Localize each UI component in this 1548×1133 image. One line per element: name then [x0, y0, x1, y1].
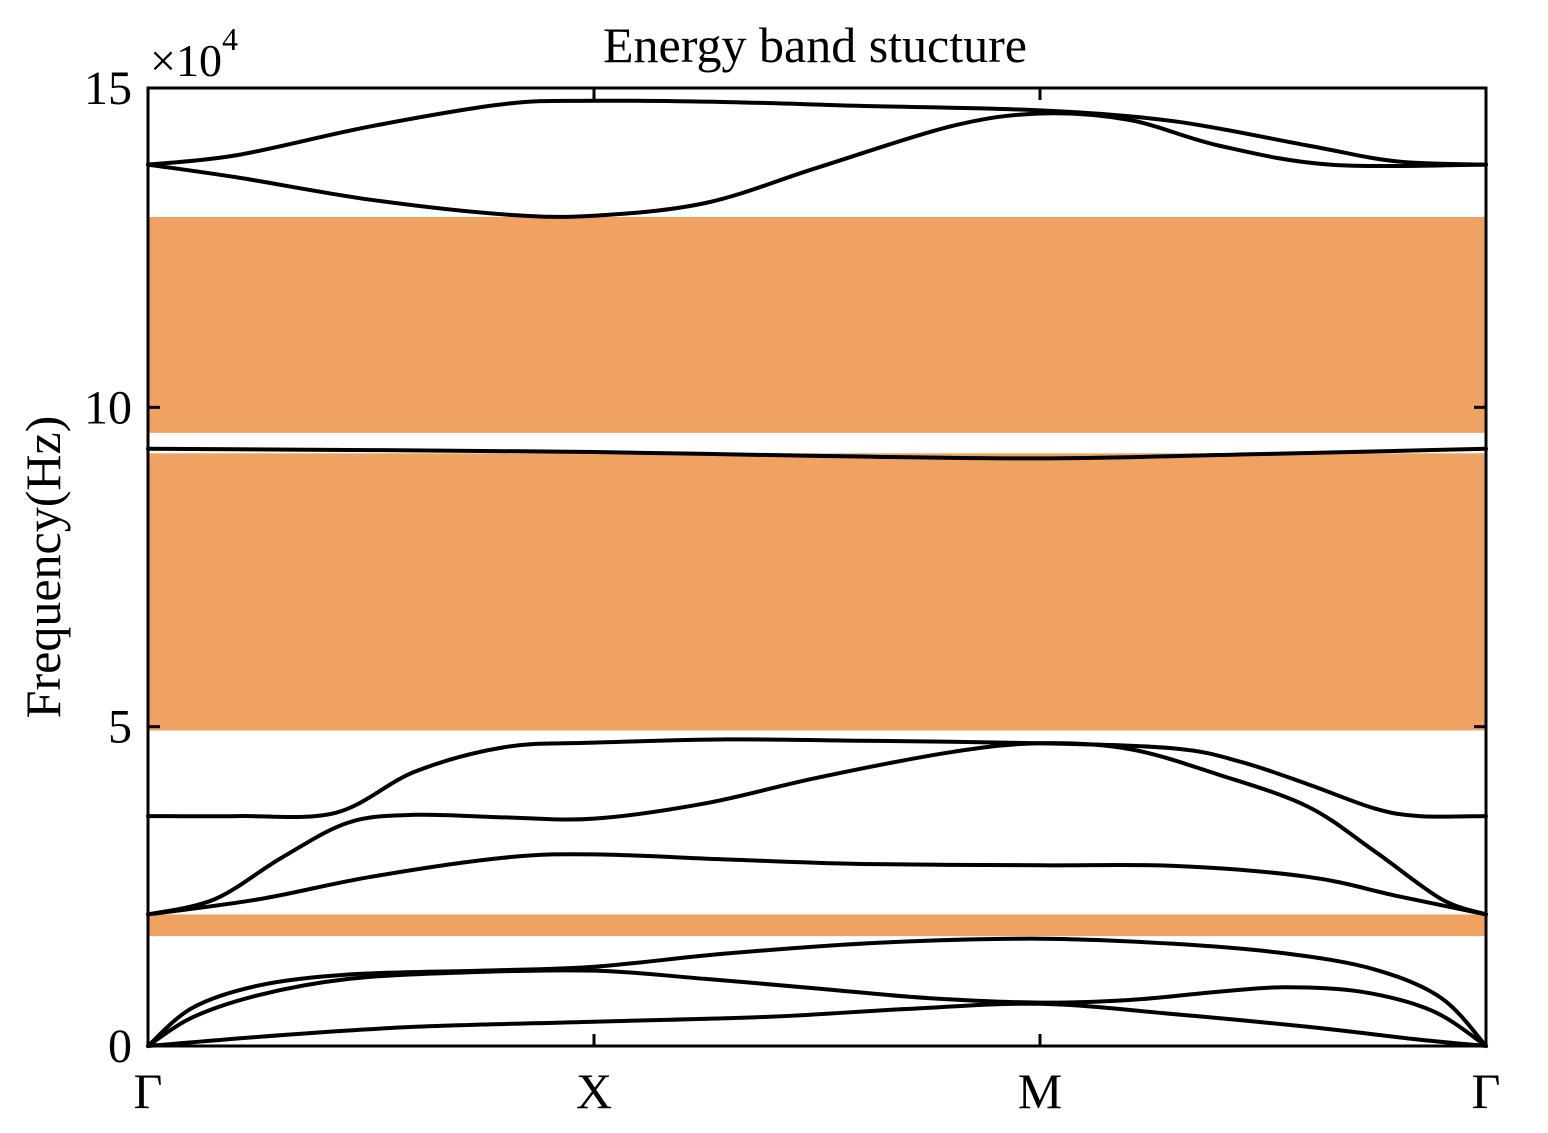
- y-exponent-power: 4: [222, 21, 238, 57]
- tick-layer: [148, 86, 1486, 1048]
- band-gap-3: [148, 217, 1486, 433]
- y-tick-label-3: 15: [84, 62, 132, 115]
- y-tick-labels: 0 5 10 15: [84, 62, 132, 1073]
- band-4-line: [146, 852, 1488, 917]
- band-gap-2: [148, 453, 1486, 731]
- band-2-line: [146, 968, 1488, 1048]
- band-6-line: [146, 737, 1488, 820]
- band-9-line: [146, 98, 1488, 167]
- y-axis-exponent: ×104: [150, 21, 238, 86]
- band-gap-1: [148, 914, 1486, 937]
- chart-title: Energy band stucture: [603, 17, 1027, 73]
- x-tick-label-0: Γ: [134, 1063, 163, 1119]
- band-7-line: [146, 446, 1488, 461]
- band-5-line: [146, 741, 1488, 917]
- x-tick-label-3: Γ: [1472, 1063, 1501, 1119]
- x-tick-label-2: M: [1018, 1063, 1062, 1119]
- y-exponent-base: ×10: [150, 35, 222, 86]
- band-3-line: [146, 936, 1488, 1048]
- band-8-line: [146, 111, 1488, 219]
- y-tick-label-2: 10: [84, 381, 132, 434]
- band-1-line: [146, 1001, 1488, 1048]
- band-line-layer: [146, 98, 1488, 1048]
- plot-frame: [146, 86, 1488, 1048]
- y-tick-label-0: 0: [108, 1020, 132, 1073]
- y-axis-label: Frequency(Hz): [15, 416, 71, 719]
- x-tick-label-1: X: [576, 1063, 612, 1119]
- y-tick-label-1: 5: [108, 701, 132, 754]
- band-gap-layer: [148, 217, 1486, 937]
